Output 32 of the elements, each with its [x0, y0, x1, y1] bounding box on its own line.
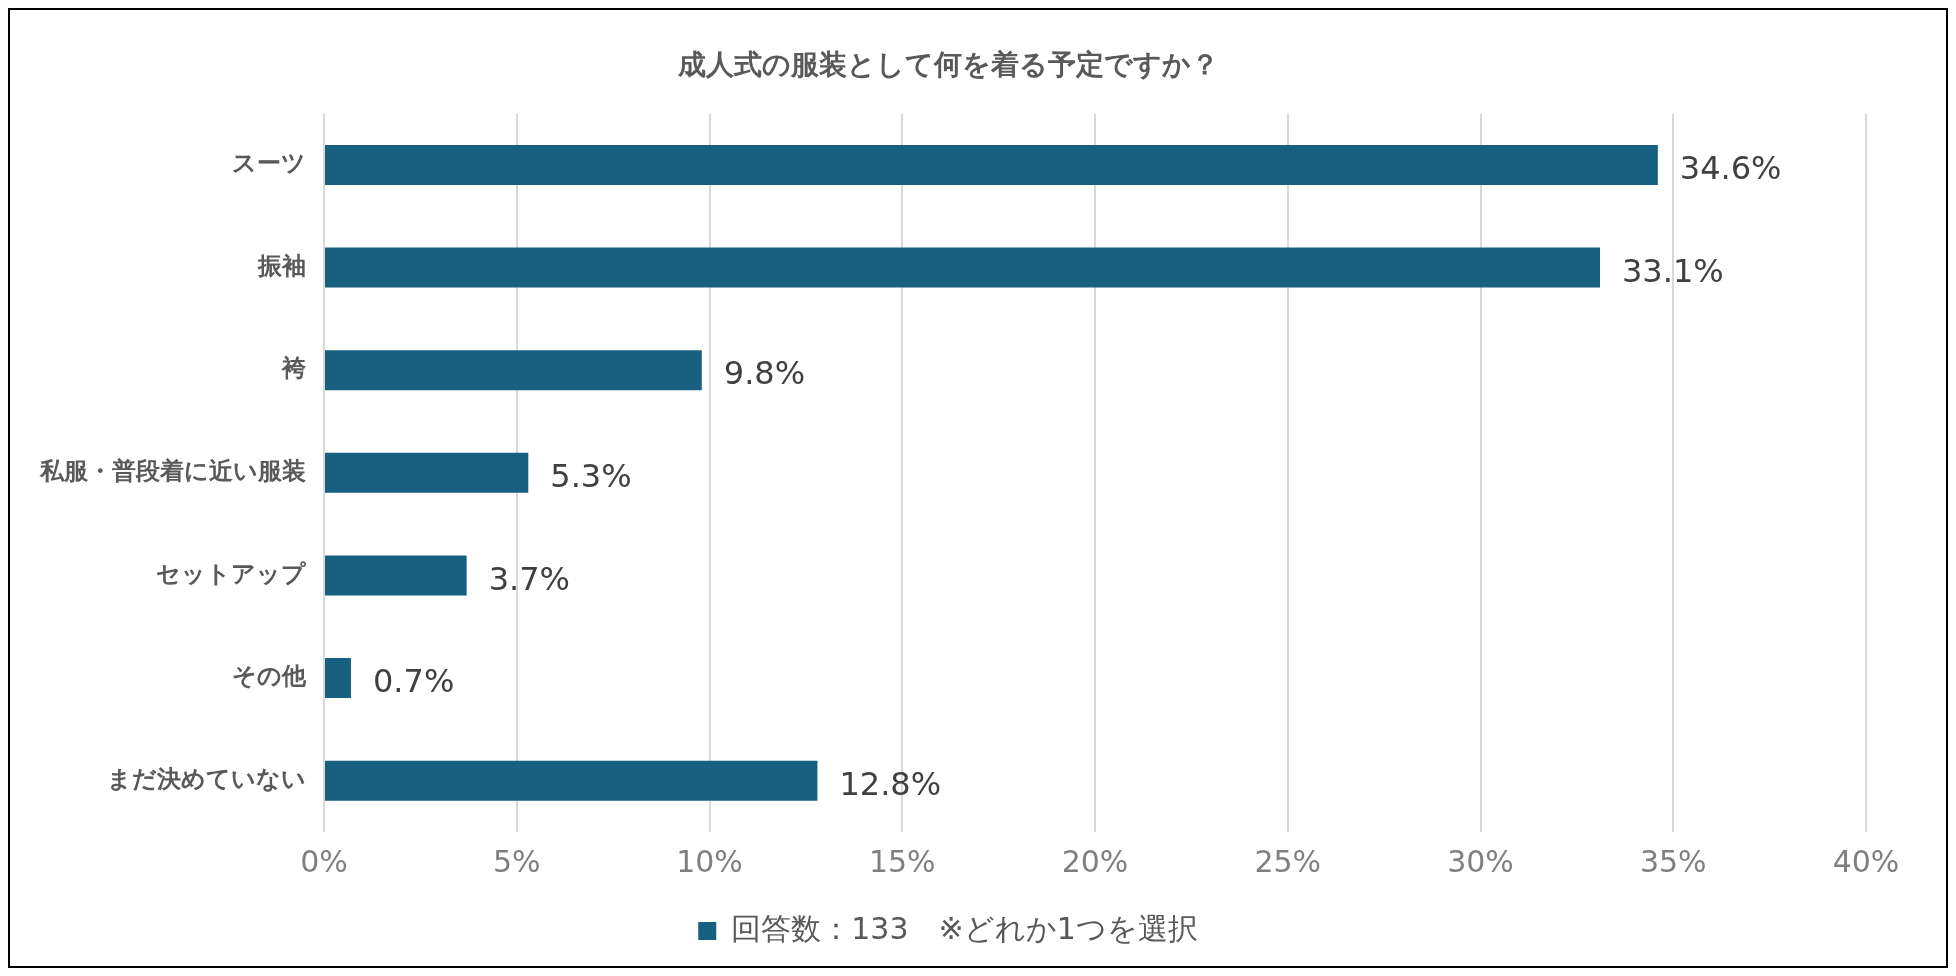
- data-label: 0.7%: [372, 662, 455, 701]
- x-tick-label: 0%: [300, 843, 348, 879]
- x-tick-label: 35%: [1639, 843, 1707, 879]
- y-tick-label: まだ決めていない: [107, 764, 306, 793]
- bar: [325, 658, 351, 699]
- data-label: 3.7%: [488, 559, 570, 598]
- x-tick-label: 25%: [1254, 843, 1322, 879]
- y-tick-label: セットアップ: [156, 559, 307, 588]
- data-label: 5.3%: [550, 457, 632, 496]
- bar: [325, 350, 702, 391]
- y-tick-label: 私服・普段着に近い服装: [39, 457, 306, 486]
- y-tick-label: その他: [232, 662, 307, 691]
- legend-label: 回答数：133 ※どれか1つを選択: [731, 910, 1198, 946]
- y-tick-label: 振袖: [257, 251, 306, 280]
- bar: [325, 247, 1601, 288]
- bar: [325, 760, 818, 801]
- data-label: 12.8%: [839, 765, 942, 803]
- x-tick-label: 5%: [492, 843, 541, 879]
- data-label: 9.8%: [723, 354, 806, 393]
- data-label: 34.6%: [1679, 149, 1782, 188]
- x-tick-label: 30%: [1447, 843, 1514, 879]
- x-tick-label: 20%: [1061, 843, 1129, 879]
- bar: [325, 452, 529, 493]
- data-label: 33.1%: [1622, 251, 1724, 290]
- x-tick-label: 40%: [1832, 843, 1900, 879]
- bar: [325, 555, 467, 596]
- bar: [325, 144, 1658, 185]
- y-tick-label: スーツ: [232, 149, 306, 178]
- x-tick-label: 10%: [676, 843, 743, 879]
- y-tick-label: 袴: [281, 354, 307, 383]
- x-tick-label: 15%: [868, 843, 936, 879]
- chart-title: 成人式の服装として何を着る予定ですか？: [676, 48, 1219, 82]
